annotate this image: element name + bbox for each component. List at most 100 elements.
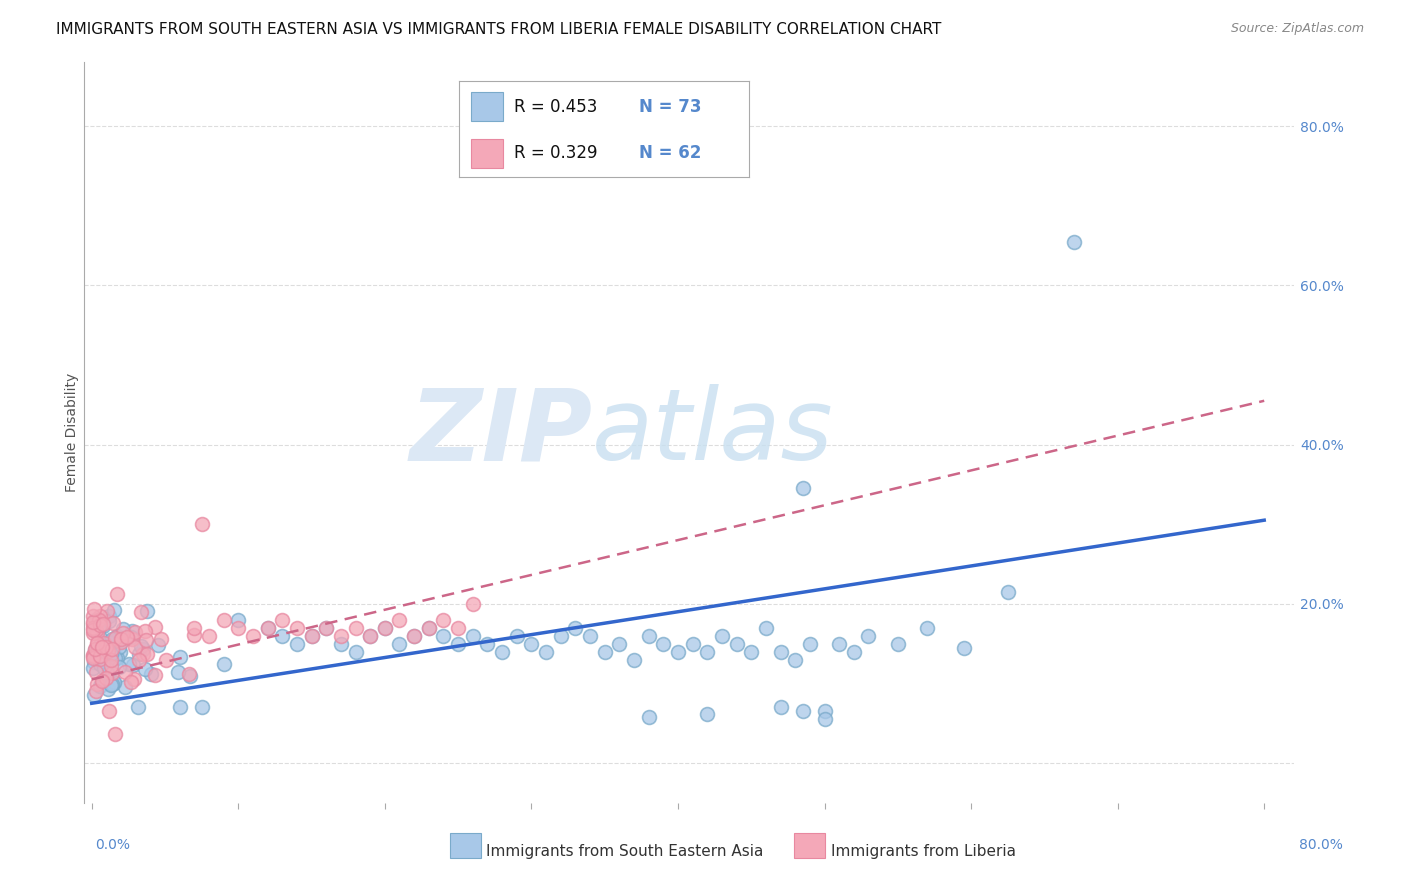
Point — [122, 657, 145, 672]
Text: Immigrants from South Eastern Asia: Immigrants from South Eastern Asia — [486, 845, 763, 859]
Point — [107, 659, 129, 673]
Text: IMMIGRANTS FROM SOUTH EASTERN ASIA VS IMMIGRANTS FROM LIBERIA FEMALE DISABILITY : IMMIGRANTS FROM SOUTH EASTERN ASIA VS IM… — [56, 22, 942, 37]
Point — [90, 632, 112, 647]
Point — [129, 640, 152, 654]
Point — [148, 638, 170, 652]
Point — [82, 617, 104, 632]
Point — [127, 700, 149, 714]
Point — [447, 621, 470, 635]
Point — [101, 676, 124, 690]
Point — [637, 710, 659, 724]
Point — [887, 637, 910, 651]
Point — [179, 667, 201, 681]
Point — [82, 625, 104, 640]
Point — [344, 644, 367, 658]
Point — [132, 647, 155, 661]
Point — [359, 629, 381, 643]
Point — [359, 629, 381, 643]
Point — [83, 643, 105, 657]
Point — [198, 629, 221, 643]
Point — [110, 635, 132, 649]
Point — [374, 621, 396, 635]
Point — [315, 621, 337, 635]
Point — [145, 668, 167, 682]
Point — [271, 629, 294, 643]
Point — [579, 629, 602, 643]
Point — [111, 622, 134, 636]
Point — [952, 640, 974, 655]
Point — [100, 653, 122, 667]
Point — [87, 621, 110, 635]
Point — [141, 666, 163, 681]
Point — [792, 481, 814, 495]
Point — [86, 676, 108, 690]
Text: Source: ZipAtlas.com: Source: ZipAtlas.com — [1230, 22, 1364, 36]
Point — [120, 675, 142, 690]
Point — [418, 621, 440, 635]
Point — [110, 633, 132, 648]
Point — [212, 657, 235, 671]
Point — [128, 653, 150, 667]
Point — [593, 644, 616, 658]
Point — [108, 645, 131, 659]
Point — [242, 629, 264, 643]
Point — [82, 661, 104, 675]
Point — [91, 619, 114, 633]
Point — [105, 587, 128, 601]
Point — [105, 651, 128, 665]
Point — [301, 629, 323, 643]
Point — [120, 630, 142, 644]
Point — [256, 621, 278, 635]
Point — [82, 648, 104, 662]
Point — [271, 613, 294, 627]
Point — [84, 642, 107, 657]
Point — [135, 632, 157, 647]
Point — [623, 652, 645, 666]
Point — [461, 597, 484, 611]
Point — [97, 614, 120, 628]
Text: 0.0%: 0.0% — [96, 838, 131, 853]
Point — [155, 653, 177, 667]
Point — [637, 629, 659, 643]
Point — [725, 637, 748, 651]
Point — [813, 712, 835, 726]
Point — [121, 624, 143, 638]
Point — [86, 665, 108, 679]
Point — [82, 615, 104, 629]
Point — [103, 676, 125, 690]
Point — [91, 673, 114, 688]
Point — [506, 629, 529, 643]
Point — [710, 629, 733, 643]
Point — [179, 669, 201, 683]
Point — [105, 629, 128, 643]
Point — [183, 621, 205, 635]
Point — [104, 631, 127, 645]
Point — [100, 647, 122, 661]
Point — [86, 625, 108, 640]
Point — [792, 704, 814, 718]
Point — [534, 644, 557, 658]
Point — [134, 624, 156, 638]
Point — [97, 635, 120, 649]
Point — [212, 613, 235, 627]
Point — [89, 652, 111, 666]
Point — [329, 629, 352, 643]
Point — [98, 608, 121, 623]
Point — [100, 666, 122, 681]
Point — [740, 644, 762, 658]
Point — [94, 640, 117, 655]
Point — [607, 637, 630, 651]
Point — [121, 632, 143, 646]
Point — [388, 613, 411, 627]
Point — [110, 632, 132, 647]
Point — [94, 643, 117, 657]
Point — [98, 704, 121, 718]
Point — [134, 662, 156, 676]
Point — [101, 616, 124, 631]
Point — [169, 649, 191, 664]
Point — [477, 637, 499, 651]
Point — [97, 681, 120, 696]
Point — [344, 621, 367, 635]
Point — [90, 640, 112, 654]
Point — [104, 634, 127, 648]
